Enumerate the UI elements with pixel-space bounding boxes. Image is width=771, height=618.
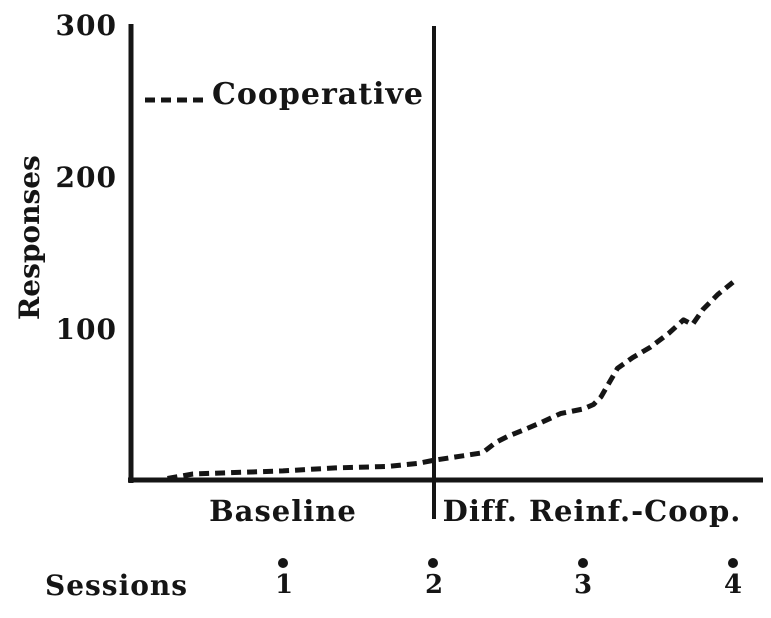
phase-label-baseline: Baseline	[209, 494, 357, 528]
session-2-dot	[428, 558, 438, 568]
series-cooperative-line	[167, 280, 735, 481]
y-tick-label-200: 200	[55, 161, 117, 194]
session-label-3: 3	[573, 570, 593, 600]
y-tick-label-300: 300	[55, 9, 117, 42]
session-3-dot	[578, 558, 588, 568]
session-label-4: 4	[723, 570, 743, 600]
legend-entry-cooperative: Cooperative	[212, 77, 424, 112]
y-axis-title: Responses	[13, 155, 46, 320]
session-4-dot	[728, 558, 738, 568]
session-label-2: 2	[424, 570, 444, 600]
y-tick-label-100: 100	[55, 313, 117, 346]
session-1-dot	[278, 558, 288, 568]
session-label-1: 1	[274, 570, 294, 600]
phase-label-diff-reinf-coop: Diff. Reinf.-Coop.	[442, 494, 742, 528]
x-axis-title: Sessions	[45, 569, 188, 602]
